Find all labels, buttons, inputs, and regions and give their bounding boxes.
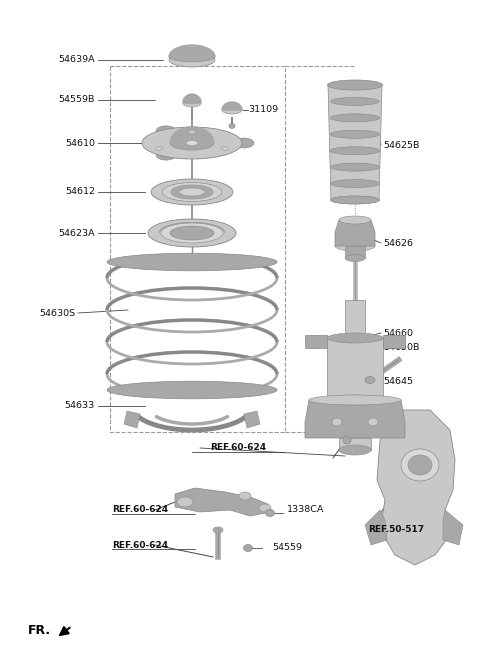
Ellipse shape xyxy=(330,147,380,155)
Ellipse shape xyxy=(171,185,213,199)
Polygon shape xyxy=(383,335,405,348)
Ellipse shape xyxy=(107,381,277,399)
Ellipse shape xyxy=(170,136,214,150)
Ellipse shape xyxy=(213,527,223,533)
Ellipse shape xyxy=(331,196,379,204)
Polygon shape xyxy=(328,85,382,200)
Text: 54660: 54660 xyxy=(383,329,413,337)
Ellipse shape xyxy=(169,53,215,67)
Ellipse shape xyxy=(186,140,198,146)
Ellipse shape xyxy=(339,445,371,455)
Text: 31109: 31109 xyxy=(248,106,278,115)
Text: REF.60-624: REF.60-624 xyxy=(112,541,168,550)
Text: REF.60-624: REF.60-624 xyxy=(210,443,266,453)
Ellipse shape xyxy=(170,226,214,240)
Ellipse shape xyxy=(343,436,351,444)
Text: 54639A: 54639A xyxy=(59,56,95,64)
Polygon shape xyxy=(365,510,387,545)
Polygon shape xyxy=(169,45,215,57)
Ellipse shape xyxy=(309,395,401,405)
Polygon shape xyxy=(345,300,365,340)
Ellipse shape xyxy=(327,333,383,343)
Polygon shape xyxy=(305,400,405,438)
Ellipse shape xyxy=(331,180,380,188)
Polygon shape xyxy=(377,410,455,565)
Ellipse shape xyxy=(330,131,380,138)
Ellipse shape xyxy=(243,544,252,552)
Polygon shape xyxy=(244,411,260,428)
Ellipse shape xyxy=(330,163,380,171)
Ellipse shape xyxy=(234,138,254,148)
Text: 54645: 54645 xyxy=(383,377,413,386)
Polygon shape xyxy=(335,220,375,246)
Polygon shape xyxy=(124,411,140,428)
Ellipse shape xyxy=(221,146,228,150)
Text: 54623A: 54623A xyxy=(59,228,95,237)
Ellipse shape xyxy=(183,99,201,107)
Text: REF.60-624: REF.60-624 xyxy=(112,506,168,514)
Text: 54610: 54610 xyxy=(65,138,95,148)
Ellipse shape xyxy=(142,127,242,159)
Text: 54625B: 54625B xyxy=(383,140,420,150)
Ellipse shape xyxy=(365,377,375,384)
Polygon shape xyxy=(305,335,327,348)
Text: FR.: FR. xyxy=(28,623,51,636)
Ellipse shape xyxy=(222,106,242,114)
Ellipse shape xyxy=(259,504,271,512)
Polygon shape xyxy=(443,510,463,545)
Ellipse shape xyxy=(229,123,235,129)
Ellipse shape xyxy=(332,418,342,426)
Ellipse shape xyxy=(331,114,380,122)
Text: 54559B: 54559B xyxy=(59,96,95,104)
Ellipse shape xyxy=(151,179,233,205)
Ellipse shape xyxy=(327,80,383,90)
Ellipse shape xyxy=(156,146,163,150)
Polygon shape xyxy=(327,338,383,400)
Ellipse shape xyxy=(161,223,223,243)
Ellipse shape xyxy=(335,241,375,251)
Text: 54633: 54633 xyxy=(65,401,95,411)
Text: 54626: 54626 xyxy=(383,239,413,247)
Polygon shape xyxy=(170,127,214,143)
Ellipse shape xyxy=(156,150,176,160)
Text: 54630S: 54630S xyxy=(39,308,75,318)
Ellipse shape xyxy=(239,492,251,500)
Polygon shape xyxy=(339,438,371,450)
Ellipse shape xyxy=(215,528,221,532)
Polygon shape xyxy=(175,488,270,516)
Polygon shape xyxy=(183,94,201,103)
Ellipse shape xyxy=(183,96,201,104)
Ellipse shape xyxy=(368,418,378,426)
Ellipse shape xyxy=(331,81,379,89)
Ellipse shape xyxy=(265,510,275,516)
Text: 54650B: 54650B xyxy=(383,342,420,352)
Ellipse shape xyxy=(345,255,365,262)
Polygon shape xyxy=(222,102,242,110)
Ellipse shape xyxy=(177,497,193,507)
Ellipse shape xyxy=(401,449,439,481)
Ellipse shape xyxy=(189,130,195,134)
Ellipse shape xyxy=(169,52,215,62)
Ellipse shape xyxy=(156,126,176,136)
Ellipse shape xyxy=(179,188,205,196)
Text: 54612: 54612 xyxy=(65,188,95,197)
Ellipse shape xyxy=(339,216,371,224)
Text: REF.50-517: REF.50-517 xyxy=(368,525,424,535)
Ellipse shape xyxy=(148,219,236,247)
Ellipse shape xyxy=(162,182,222,201)
Text: 54559: 54559 xyxy=(272,544,302,552)
Ellipse shape xyxy=(331,196,380,204)
Ellipse shape xyxy=(331,98,379,106)
Polygon shape xyxy=(345,246,365,258)
Ellipse shape xyxy=(408,455,432,475)
Ellipse shape xyxy=(327,395,383,405)
Ellipse shape xyxy=(107,253,277,271)
Text: 1338CA: 1338CA xyxy=(287,506,324,514)
